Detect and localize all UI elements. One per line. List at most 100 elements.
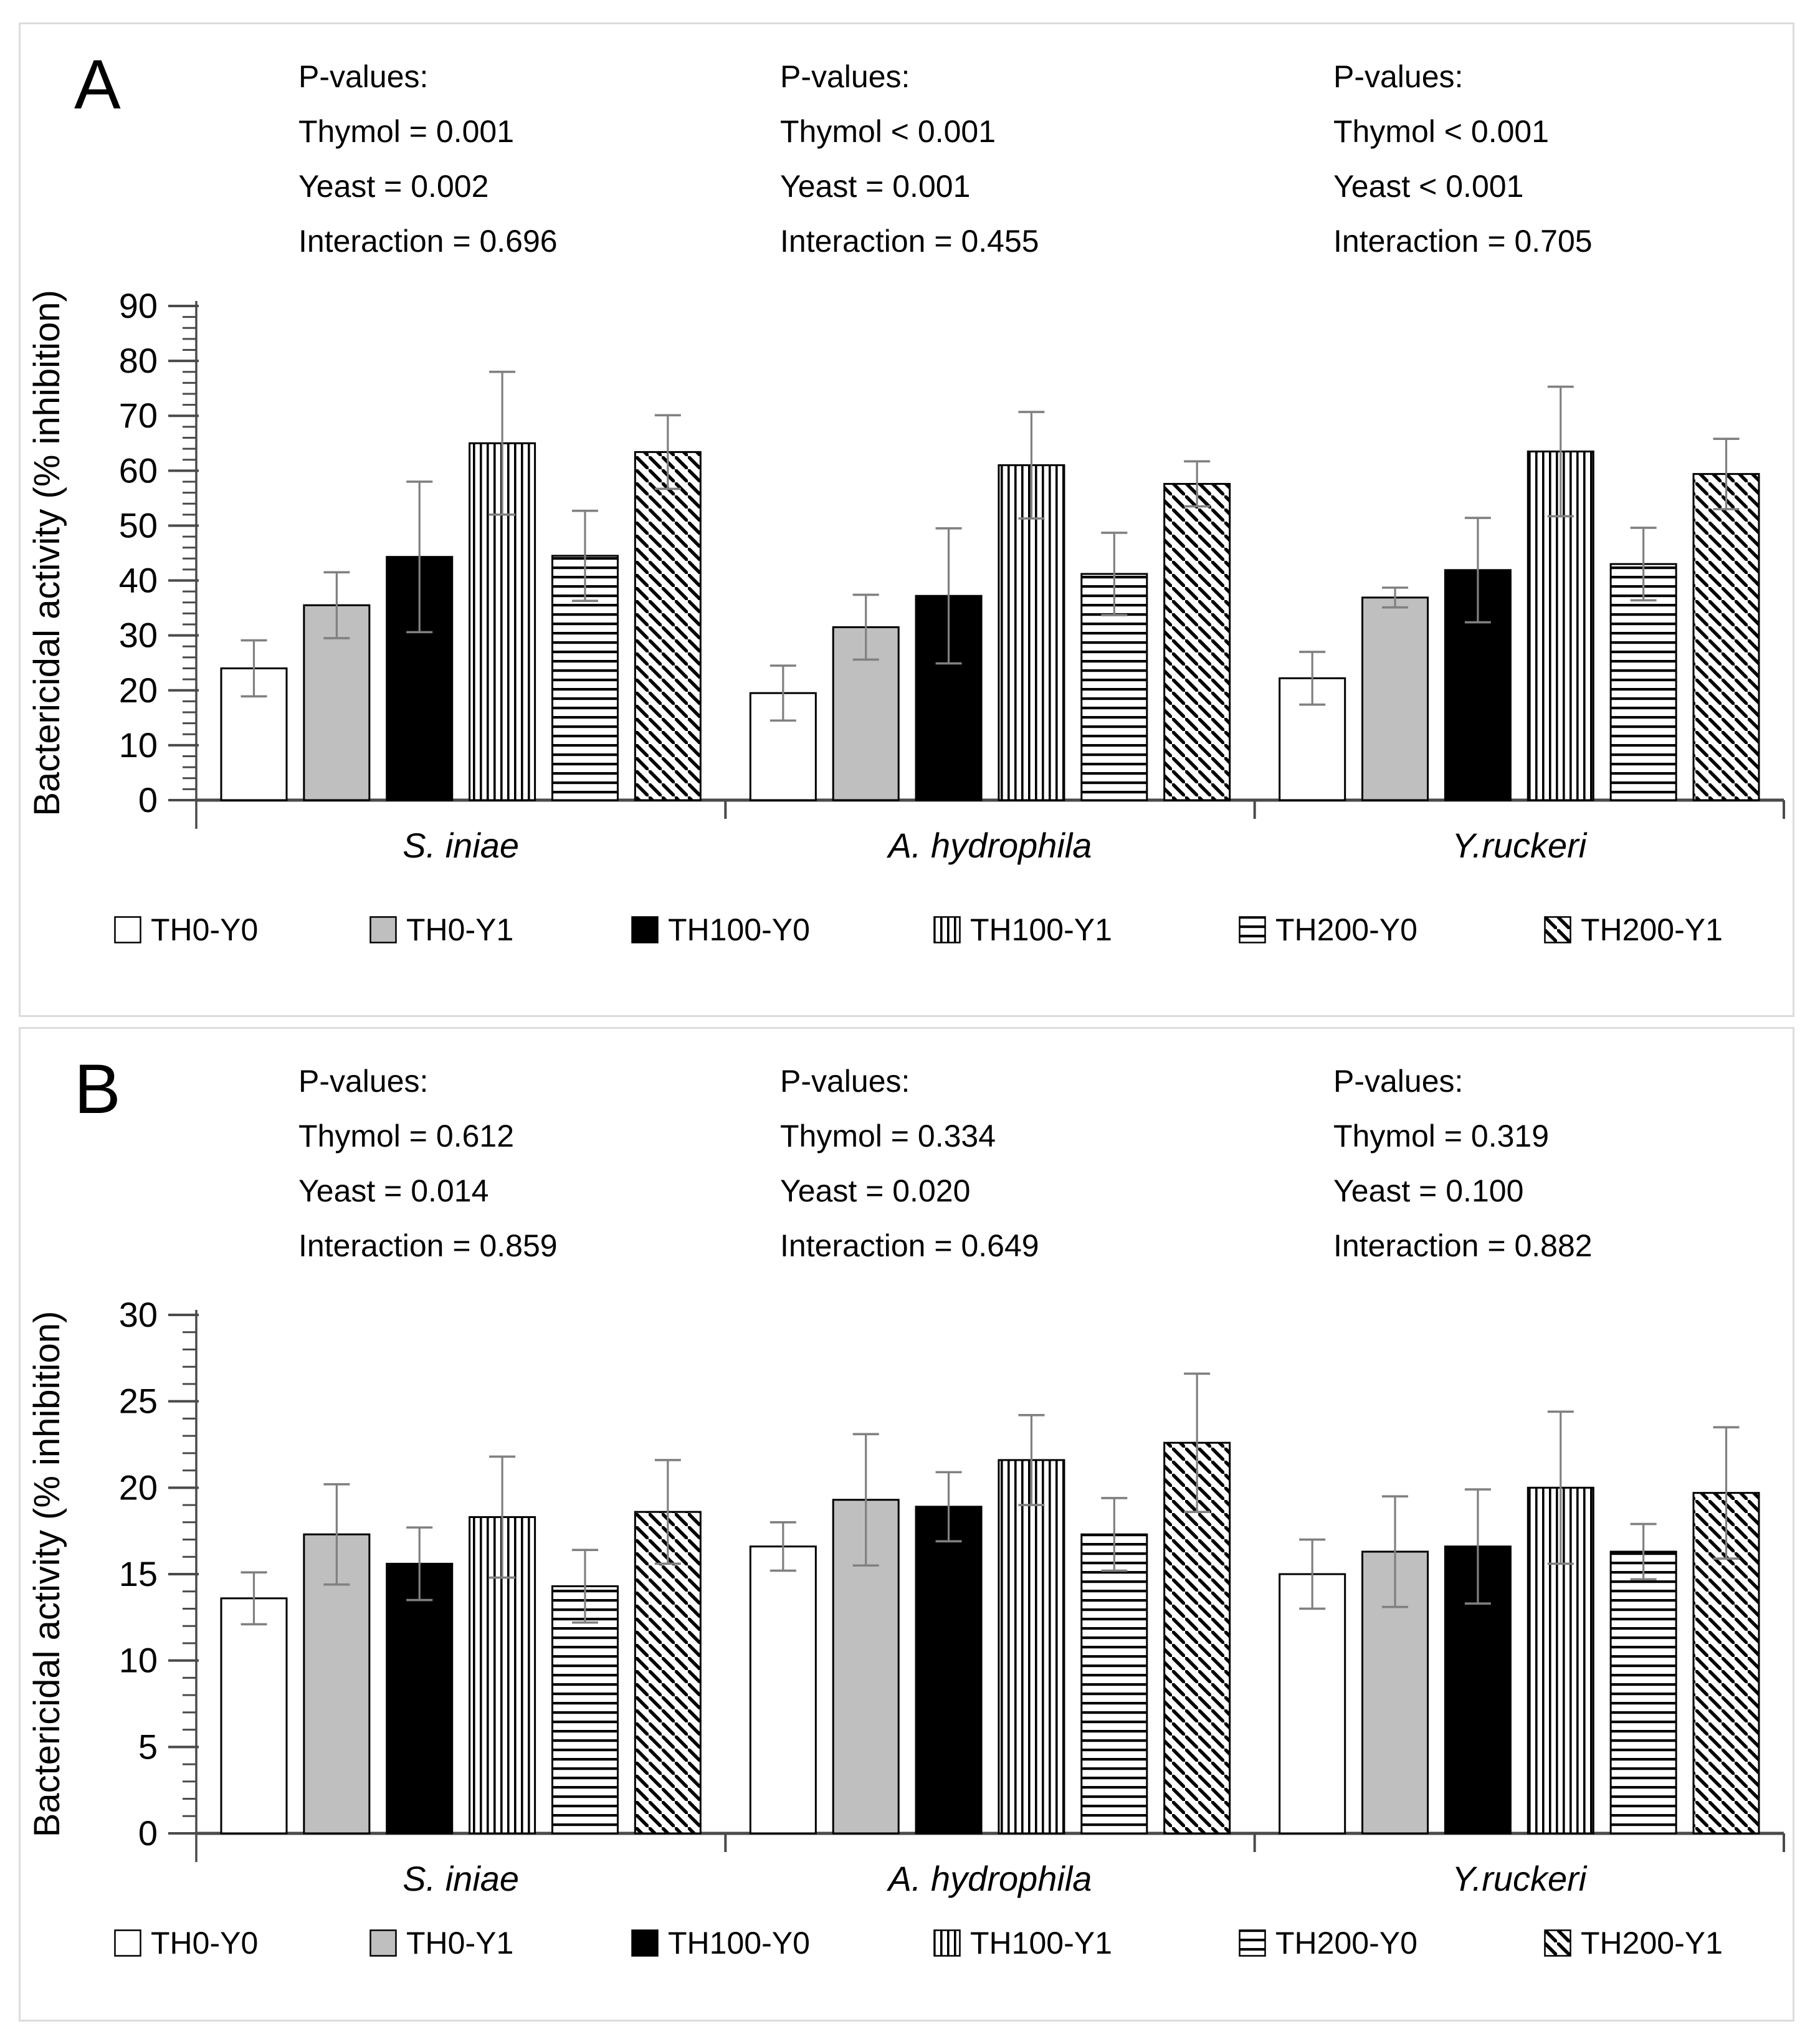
category-label: S. iniae — [403, 1859, 519, 1898]
pvalue-line: Thymol = 0.001 — [298, 114, 515, 149]
pvalue-line: Yeast = 0.002 — [298, 169, 489, 204]
legend-label: TH200-Y1 — [1581, 1926, 1723, 1960]
y-tick-label: 60 — [119, 451, 158, 490]
legend-swatch-rect — [933, 916, 961, 943]
legend-swatch-icon — [114, 1929, 141, 1957]
pvalue-line: P-values: — [1333, 59, 1464, 94]
pvalues-block: P-values: Thymol = 0.334 Yeast = 0.020 Inte… — [780, 1054, 1039, 1273]
legend-label: TH100-Y1 — [970, 1926, 1112, 1960]
legend-swatch-rect — [1239, 916, 1266, 943]
pvalue-line: Interaction = 0.859 — [298, 1228, 558, 1263]
bar-chart-a: 0 10 20 30 40 50 60 70 80 90 S. iniae A. hydrophila… — [27, 286, 1785, 865]
bar-TH200-Y1 — [1163, 482, 1231, 801]
legend-item-TH200-Y1: TH200-Y1 — [1544, 912, 1723, 948]
legend-item-TH0-Y0: TH0-Y0 — [114, 1925, 258, 1961]
legend-swatch-icon — [1239, 916, 1266, 943]
y-tick-label: 30 — [119, 1295, 158, 1334]
pvalues-block: P-values: Thymol < 0.001 Yeast < 0.001 Inte… — [1333, 49, 1593, 269]
legend-swatch-rect — [369, 1929, 397, 1957]
bar-TH200-Y0 — [1609, 563, 1677, 801]
y-tick-label: 10 — [119, 1641, 158, 1680]
y-tick-label: 25 — [119, 1382, 158, 1421]
legend-item-TH100-Y0: TH100-Y0 — [631, 1925, 810, 1961]
legend-swatch-icon — [933, 916, 961, 943]
legend-item-TH100-Y0: TH100-Y0 — [631, 912, 810, 948]
pvalue-line: Interaction = 0.705 — [1333, 224, 1593, 259]
legend-item-TH200-Y0: TH200-Y0 — [1239, 912, 1417, 948]
bar-TH0-Y0 — [220, 1597, 288, 1835]
legend-swatch-icon — [1239, 1929, 1266, 1957]
y-tick-label: 30 — [119, 616, 158, 655]
panel-a-label: A — [74, 45, 121, 123]
legend-swatch-icon — [1544, 916, 1571, 943]
pvalue-line: Yeast = 0.020 — [780, 1173, 971, 1208]
y-tick-label: 40 — [119, 561, 158, 600]
y-tick-label: 0 — [138, 780, 158, 819]
legend-label: TH200-Y1 — [1581, 912, 1723, 947]
pvalue-line: P-values: — [298, 1064, 429, 1099]
legend-label: TH100-Y0 — [668, 912, 810, 947]
pvalue-line: P-values: — [1333, 1064, 1464, 1099]
pvalue-line: Thymol = 0.334 — [780, 1119, 996, 1153]
pvalue-line: P-values: — [780, 1064, 910, 1099]
pvalue-line: Yeast = 0.001 — [780, 169, 971, 204]
y-tick-label: 0 — [138, 1813, 158, 1853]
pvalues-block: P-values: Thymol = 0.001 Yeast = 0.002 Inte… — [298, 49, 558, 269]
category-label: Y.ruckeri — [1452, 1859, 1587, 1898]
legend-item-TH0-Y0: TH0-Y0 — [114, 912, 258, 948]
legend-swatch-rect — [631, 1929, 659, 1957]
bar-TH200-Y1 — [1692, 473, 1760, 801]
legend-swatch-rect — [1544, 1929, 1571, 1957]
pvalue-line: Yeast < 0.001 — [1333, 169, 1524, 204]
bar-TH200-Y0 — [1609, 1550, 1677, 1835]
bar-TH100-Y1 — [998, 464, 1065, 801]
legend-label: TH0-Y1 — [406, 1926, 514, 1960]
bar-TH0-Y0 — [749, 1545, 817, 1835]
pvalue-line: Yeast = 0.100 — [1333, 1173, 1524, 1208]
y-tick-label: 80 — [119, 341, 158, 380]
pvalue-line: Thymol = 0.612 — [298, 1119, 515, 1153]
legend-label: TH100-Y0 — [668, 1926, 810, 1960]
pvalue-line: Interaction = 0.882 — [1333, 1228, 1593, 1263]
legend-swatch-rect — [933, 1929, 961, 1957]
pvalues-block: P-values: Thymol < 0.001 Yeast = 0.001 Inte… — [780, 49, 1039, 269]
y-tick-label: 70 — [119, 396, 158, 435]
legend-label: TH100-Y1 — [970, 912, 1112, 947]
legend-item-TH0-Y1: TH0-Y1 — [369, 912, 513, 948]
legend-swatch-rect — [114, 1929, 141, 1957]
legend-swatch-icon — [369, 916, 397, 943]
y-tick-label: 10 — [119, 725, 158, 765]
y-axis-title: Bactericidal activity (% inhibition) — [27, 290, 67, 816]
pvalue-line: Thymol < 0.001 — [780, 114, 996, 149]
legend-label: TH0-Y0 — [151, 1926, 259, 1960]
panel-a: A P-values: Thymol = 0.001 Yeast = 0.002 In… — [19, 22, 1794, 1017]
pvalue-line: Thymol = 0.319 — [1333, 1119, 1550, 1153]
legend-item-TH200-Y0: TH200-Y0 — [1239, 1925, 1417, 1961]
legend-swatch-rect — [114, 916, 141, 943]
pvalues-block: P-values: Thymol = 0.319 Yeast = 0.100 Inte… — [1333, 1054, 1593, 1273]
bar-TH200-Y1 — [634, 451, 702, 801]
pvalue-line: Interaction = 0.649 — [780, 1228, 1039, 1263]
pvalue-annotations: P-values: Thymol = 0.612 Yeast = 0.014 Inte… — [21, 1029, 1793, 1291]
legend-item-TH100-Y1: TH100-Y1 — [933, 1925, 1112, 1961]
legend-swatch-icon — [369, 1929, 397, 1957]
category-label: Y.ruckeri — [1452, 826, 1587, 865]
y-tick-label: 15 — [119, 1554, 158, 1593]
bar-TH0-Y1 — [1361, 596, 1429, 801]
y-tick-label: 20 — [119, 1468, 158, 1507]
legend-item-TH0-Y1: TH0-Y1 — [369, 1925, 513, 1961]
legend-label: TH200-Y0 — [1275, 912, 1417, 947]
bar-TH100-Y1 — [998, 1459, 1065, 1835]
legend-label: TH0-Y1 — [406, 912, 514, 947]
legend-label: TH200-Y0 — [1275, 1926, 1417, 1960]
legend-swatch-icon — [933, 1929, 961, 1957]
y-tick-label: 5 — [138, 1727, 158, 1766]
pvalue-line: P-values: — [298, 59, 429, 94]
y-tick-label: 90 — [119, 286, 158, 325]
pvalue-line: Thymol < 0.001 — [1333, 114, 1550, 149]
legend-swatch-rect — [369, 916, 397, 943]
category-label: A. hydrophila — [887, 826, 1092, 865]
pvalues-block: P-values: Thymol = 0.612 Yeast = 0.014 Inte… — [298, 1054, 558, 1273]
y-axis-title: Bactericidal activity (% inhibition) — [27, 1311, 67, 1838]
